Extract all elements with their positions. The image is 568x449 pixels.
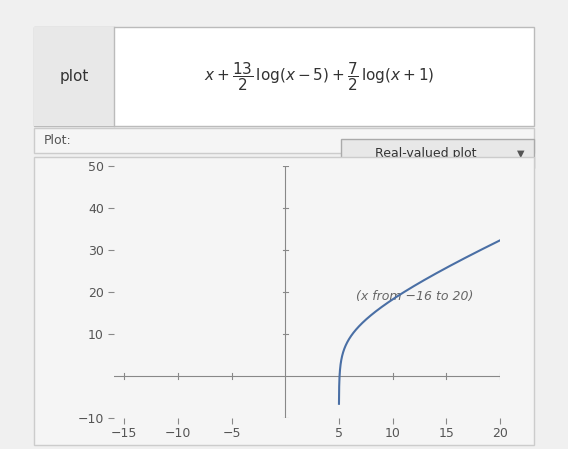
FancyBboxPatch shape [34,27,534,126]
Text: $x + \dfrac{13}{2}\,\log(x-5) + \dfrac{7}{2}\,\log(x+1)$: $x + \dfrac{13}{2}\,\log(x-5) + \dfrac{7… [204,60,435,92]
FancyBboxPatch shape [34,27,114,126]
FancyBboxPatch shape [341,139,534,168]
FancyBboxPatch shape [34,128,534,153]
Text: (x from −16 to 20): (x from −16 to 20) [356,291,474,304]
Text: ▼: ▼ [517,149,524,159]
Text: Real-valued plot: Real-valued plot [375,147,477,160]
FancyBboxPatch shape [34,157,534,445]
Text: plot: plot [60,69,89,84]
Text: Plot:: Plot: [44,134,72,147]
